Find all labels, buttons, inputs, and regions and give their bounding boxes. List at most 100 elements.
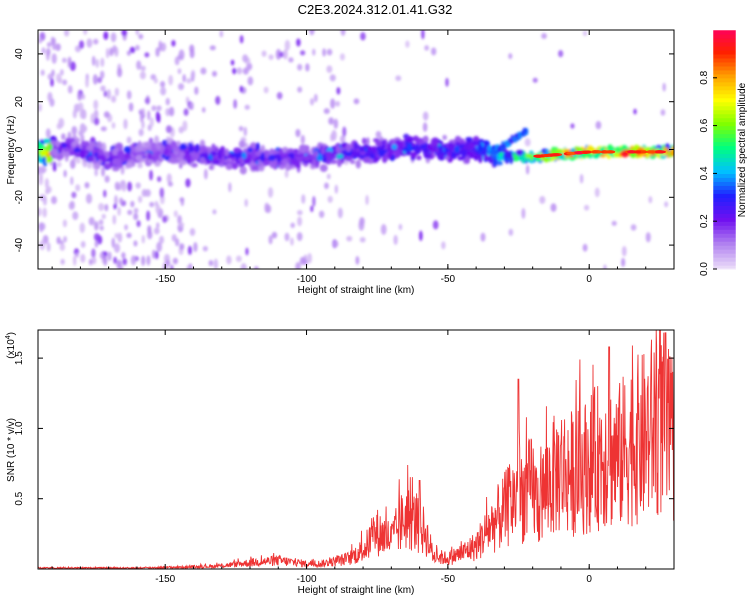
spectrogram-cell [188, 146, 195, 153]
spectrogram-cell [119, 197, 124, 205]
spectrogram-cell [512, 136, 517, 141]
spectrogram-cell [276, 92, 283, 100]
spectrogram-cell [56, 123, 62, 130]
spectrogram-layer [38, 30, 674, 269]
spectrogram-cell [477, 143, 483, 152]
spectrogram-cell [147, 152, 152, 159]
spectrogram-cell [261, 50, 267, 57]
spectrogram-cell [380, 224, 387, 235]
spectrogram-cell [336, 87, 341, 95]
colorbar-segment [713, 49, 736, 55]
spectrogram-cell [594, 187, 600, 198]
spectrogram-cell [454, 145, 460, 154]
spectrogram-cell [63, 30, 70, 37]
spectrogram-cell [147, 225, 152, 235]
colorbar-segment [713, 89, 736, 95]
spectrogram-cell [487, 145, 492, 152]
spectrogram-cell [355, 255, 360, 265]
colorbar-tick-label: 0.4 [699, 166, 710, 180]
spectrogram-cell [335, 100, 340, 107]
spectrogram-cell [219, 30, 224, 38]
spectrogram-cell [61, 57, 67, 63]
spectrogram-cell [395, 75, 402, 82]
spectrogram-cell [91, 248, 96, 259]
spectrogram-cell [361, 137, 367, 145]
spectrogram-cell [359, 150, 366, 156]
spectrogram-cell [419, 143, 428, 150]
spectrogram-cell [202, 152, 209, 159]
spectrogram-cell [114, 243, 121, 253]
spectrogram-cell [91, 256, 97, 265]
spectrogram-cell [465, 137, 473, 142]
spectrogram-peak [582, 150, 592, 154]
colorbar-segment [713, 261, 736, 266]
spectrogram-cell [263, 86, 269, 94]
spectrogram-cell [101, 166, 106, 177]
spectrogram-cell [255, 142, 260, 152]
spectrogram-cell [459, 150, 467, 156]
spectrogram-cell [275, 48, 282, 60]
spectrogram-cell [582, 243, 588, 252]
snr-y-axis-title: SNR (10 * v/v) [6, 418, 17, 482]
spectrogram-cell [94, 162, 101, 170]
spectrogram-x-tick-label: -50 [441, 274, 456, 285]
spectrogram-cell [159, 187, 165, 198]
spectrogram-cell [135, 182, 141, 189]
spectrogram-cell [103, 189, 107, 198]
spectrogram-cell [160, 86, 167, 96]
spectrogram-x-tick-label: -100 [297, 274, 317, 285]
spectrogram-cell [342, 126, 347, 137]
spectrogram-cell [432, 220, 439, 230]
spectrogram-cell [149, 117, 154, 128]
spectrogram-cell [621, 257, 626, 267]
spectrogram-cell [67, 85, 73, 94]
snr-multiplier-label: (x104) [5, 332, 17, 359]
spectrogram-cell [422, 136, 429, 143]
spectrogram-cell [232, 162, 238, 170]
spectrogram-cell [50, 78, 54, 87]
spectrogram-cell [80, 253, 86, 263]
spectrogram-cell [200, 67, 207, 75]
spectrogram-cell [60, 258, 65, 265]
spectrogram-cell [508, 53, 513, 60]
spectrogram-cell [154, 135, 160, 145]
spectrogram-cell [422, 111, 429, 121]
spectrogram-cell [93, 109, 99, 119]
spectrogram-cell [101, 213, 106, 220]
spectrogram-cell [82, 109, 87, 120]
spectrogram-cell [98, 219, 104, 226]
spectrogram-cell [331, 129, 337, 141]
spectrogram-cell [268, 235, 273, 245]
spectrogram-cell [75, 252, 79, 258]
spectrogram-cell [329, 74, 336, 82]
spectrogram-cell [645, 232, 651, 243]
snr-y-tick-label: 1.5 [14, 351, 25, 365]
spectrogram-cell [519, 156, 527, 162]
spectrogram-cell [369, 152, 376, 160]
spectrogram-cell [313, 93, 318, 103]
spectrogram-peak [574, 151, 585, 155]
spectrogram-cell [193, 241, 198, 253]
colorbar-segment [713, 113, 736, 119]
spectrogram-cell [146, 255, 151, 266]
spectrogram-cell [51, 53, 57, 64]
spectrogram-cell [126, 161, 133, 169]
spectrogram-cell [121, 182, 127, 192]
spectrogram-cell [529, 156, 534, 161]
spectrogram-cell [410, 151, 417, 159]
spectrogram-cell [136, 60, 142, 70]
spectrogram-cell [130, 255, 137, 266]
spectrogram-cell [99, 225, 104, 231]
spectrogram-cell [326, 65, 333, 73]
spectrogram-peak [646, 150, 653, 154]
spectrogram-cell [130, 200, 135, 208]
spectrogram-cell [186, 265, 191, 269]
spectrogram-cell [558, 50, 564, 58]
spectrogram-cell [113, 256, 117, 264]
spectrogram-cell [297, 63, 303, 71]
spectrogram-cell [318, 210, 325, 219]
spectrogram-cell [156, 241, 163, 253]
spectrogram-cell [140, 65, 146, 71]
spectrogram-cell [41, 47, 46, 55]
